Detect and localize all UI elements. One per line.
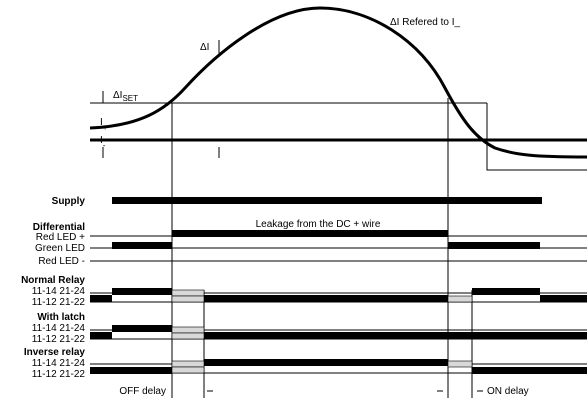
normal-relay-on-delay — [447, 295, 473, 303]
inverse-relay-a-on — [204, 359, 448, 366]
i-minus-label: I- — [100, 135, 106, 150]
normal-relay-contacts-b: 11-12 21-22 — [32, 297, 86, 308]
normal-relay-b-pre — [90, 295, 112, 302]
supply-label: Supply — [52, 196, 86, 207]
with-latch-label: With latch — [37, 312, 85, 323]
green-led-on-1 — [112, 242, 172, 249]
red-led-minus-label: Red LED - — [38, 256, 85, 267]
inverse-relay-off-delay-a — [171, 360, 205, 368]
inverse-relay-b-on — [90, 367, 172, 374]
inverse-relay-label: Inverse relay — [24, 347, 86, 358]
current-curve — [89, 6, 587, 159]
inverse-relay-on-delay — [447, 360, 473, 368]
normal-relay-contacts-a: 11-14 21-24 — [32, 286, 86, 297]
with-latch-off-delay-a — [171, 326, 205, 334]
set-threshold-drop — [486, 103, 587, 171]
leakage-note: Leakage from the DC + wire — [256, 219, 381, 230]
inverse-relay-b-on-2 — [472, 367, 587, 374]
differential-label: Differential — [33, 222, 85, 233]
off-delay-label: OFF delay — [119, 386, 166, 397]
with-latch-b-pre — [90, 332, 112, 339]
normal-relay-a-on-2 — [472, 288, 540, 295]
on-delay-label: ON delay — [487, 386, 529, 397]
inverse-relay-contacts-b: 11-12 21-22 — [32, 369, 86, 380]
i-plus-label: I+ — [100, 117, 108, 132]
green-led-label: Green LED — [35, 243, 85, 254]
normal-relay-a-on-1 — [112, 288, 172, 295]
delta-i-set-label: ΔISET — [113, 90, 138, 103]
normal-relay-off-delay-a — [171, 289, 205, 297]
inverse-relay-contacts-a: 11-14 21-24 — [32, 358, 86, 369]
inverse-relay-off-delay-b — [171, 366, 205, 374]
normal-relay-b-post — [540, 295, 587, 302]
normal-relay-label: Normal Relay — [21, 275, 85, 286]
normal-relay-off-delay-b — [171, 295, 205, 303]
green-led-on-2 — [448, 242, 540, 249]
with-latch-a-on — [112, 325, 172, 332]
with-latch-b-latched — [204, 332, 587, 339]
normal-relay-b-on — [204, 295, 448, 302]
supply-bar — [112, 197, 542, 204]
with-latch-off-delay-b — [171, 332, 205, 340]
with-latch-contacts-b: 11-12 21-22 — [32, 334, 86, 345]
red-led-plus-on — [172, 230, 448, 237]
delta-i-label: ΔI — [200, 42, 209, 53]
red-led-plus-label: Red LED + — [36, 232, 85, 243]
delta-i-referred-label: ΔI Refered to I_ — [390, 17, 460, 28]
with-latch-contacts-a: 11-14 21-24 — [32, 323, 86, 334]
